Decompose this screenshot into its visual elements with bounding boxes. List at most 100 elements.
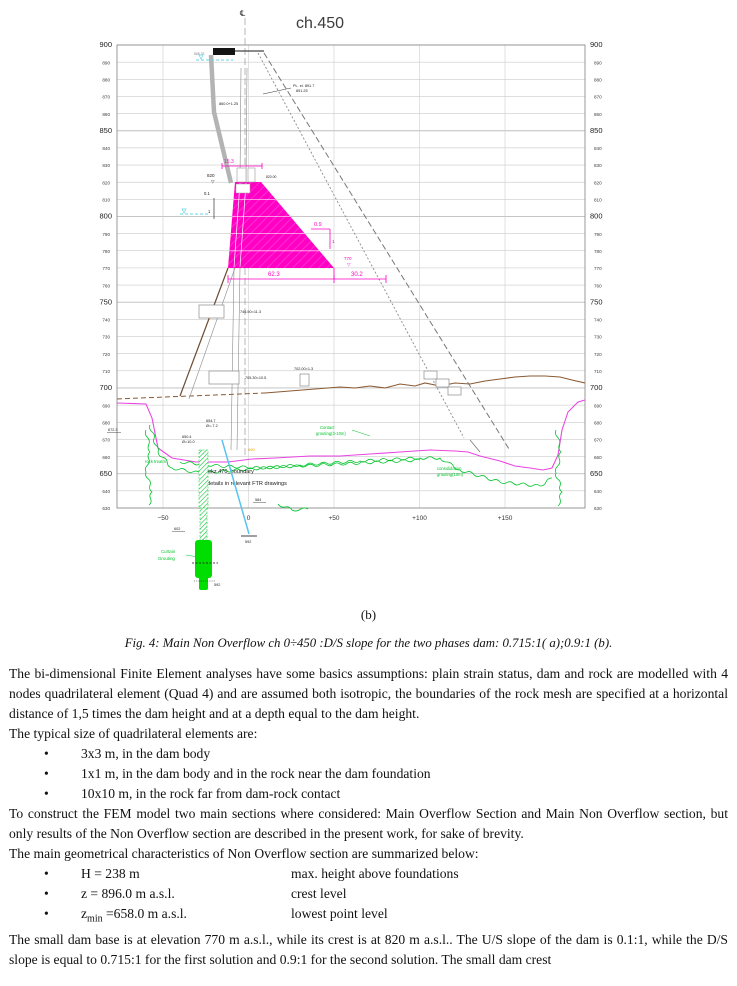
elev-label-right: 900 <box>590 40 603 49</box>
centerline-symbol: ℄ <box>240 9 246 18</box>
plot-border <box>116 44 586 509</box>
crest-level-marker: ▽ <box>211 179 215 184</box>
curtain-grouting-mid <box>199 507 208 541</box>
small-dam-hatch <box>228 182 334 268</box>
base-dim-lines <box>227 268 387 283</box>
svg-text:grouting(10m): grouting(10m) <box>437 472 464 477</box>
elev-label-right: 690 <box>594 403 602 408</box>
elev-label-right: 860 <box>594 112 602 117</box>
elev-label-right: 710 <box>594 369 602 374</box>
elev-label-left: 840 <box>102 146 110 151</box>
water-level-marker <box>198 54 204 60</box>
elev-label-left: 640 <box>102 489 110 494</box>
x-tick-label: +50 <box>328 515 339 522</box>
boundary-note-2: details in relevant FTR drawings <box>207 481 287 487</box>
elev-label-right: 660 <box>594 455 602 460</box>
elev-label-left: 650 <box>99 469 112 478</box>
paragraph-geo-intro: The main geometrical characteristics of … <box>9 846 479 861</box>
water-level-label: 888.25 <box>194 52 204 56</box>
elev-label-left: 700 <box>99 383 112 392</box>
svg-text:Contact: Contact <box>320 425 335 430</box>
svg-text:consolidation: consolidation <box>437 466 462 471</box>
elev-label-left: 800 <box>99 212 112 221</box>
grouting-boundary-lines <box>144 424 563 512</box>
geo-formula: H = 238 m <box>81 866 140 881</box>
elev-label-left: 730 <box>102 335 110 340</box>
figure-sub-label: (b) <box>360 607 377 622</box>
bullet-icon: • <box>44 766 49 781</box>
crest-note-1: PL. el. 891.7 <box>293 84 314 88</box>
ds-extension-label: 30.2 <box>351 272 363 278</box>
contact-label-leader <box>351 429 371 437</box>
base-level-label: 770 <box>344 256 352 261</box>
elev-label-left: 820 <box>102 180 110 185</box>
us-face-band <box>208 54 234 184</box>
elev-label-right: 700 <box>590 383 603 392</box>
geo-desc: crest level <box>291 886 347 901</box>
axis-note: 584 <box>255 498 261 502</box>
ds-slope-end-tick <box>469 439 481 453</box>
grout-boundary <box>144 429 153 506</box>
bullet-icon: • <box>44 886 49 901</box>
rock-pt-1: 654.7 <box>206 419 216 423</box>
curtain-grouting-bulb <box>195 540 212 578</box>
us-slope-label: 0.1 <box>204 191 210 196</box>
elev-label-left: 750 <box>99 297 112 306</box>
chimney-line <box>230 267 235 451</box>
figure-dam-section: 900 900 890 890 880 880 870 870 860 860 850 850 840 8… <box>99 9 603 590</box>
geo-row-crest: • z = 896.0 m a.s.l. crest level <box>9 884 728 904</box>
elevation-grid: 900 900 890 890 880 880 870 870 860 860 850 850 840 8… <box>99 40 602 522</box>
crest-detail-box <box>236 167 247 183</box>
chimney-gap <box>233 182 241 268</box>
elev-label-left: 880 <box>102 77 110 82</box>
geo-row-lowest: • zmin =658.0 m a.s.l. lowest point leve… <box>9 904 728 930</box>
chimney-line <box>245 67 248 183</box>
chimney-line <box>236 267 241 451</box>
x-tick-label: 0 <box>247 515 251 522</box>
elev-label-right: 740 <box>594 318 602 323</box>
chimney-line <box>239 67 242 183</box>
geo-row-height: • H = 238 m max. height above foundation… <box>9 864 728 884</box>
svg-text:grouting(3-10m): grouting(3-10m) <box>316 431 346 436</box>
crest-note-2: 891.25 <box>296 89 308 93</box>
crest-detail-label: 820.00 <box>266 175 276 179</box>
elev-label-right: 750 <box>590 297 603 306</box>
orange-note: 690 <box>248 447 255 452</box>
chimney-gap <box>239 182 247 268</box>
elev-label-right: 870 <box>594 95 602 100</box>
elev-label-left: 850 <box>99 126 112 135</box>
curtain-grouting-tail <box>199 576 208 590</box>
gallery-705-label: 705.30=10.5 <box>245 376 266 380</box>
curtain-grouting-upper <box>198 449 209 509</box>
rock-line <box>116 399 586 471</box>
elev-label-left: 660 <box>102 455 110 460</box>
curtain-top-label: 602 <box>174 527 180 531</box>
top-width-dim <box>221 163 263 169</box>
geo-formula: z = 896.0 m a.s.l. <box>81 886 175 901</box>
elev-label-left: 760 <box>102 283 110 288</box>
water-level-marker-2 <box>181 208 187 214</box>
element-size-item: • 3x3 m, in the dam body <box>9 744 728 764</box>
paragraph-small-dam: The small dam base is at elevation 770 m… <box>9 931 728 967</box>
element-size-item: • 10x10 m, in the rock far from dam-rock … <box>9 784 728 804</box>
elev-label-left: 810 <box>102 198 110 203</box>
element-size-text: 1x1 m, in the dam body and in the rock n… <box>81 766 431 781</box>
bullet-icon: • <box>44 786 49 801</box>
us-note: 860.0+1.25 <box>219 102 238 106</box>
svg-text:Curtain: Curtain <box>161 549 176 554</box>
crest-block <box>213 48 235 55</box>
ds-slope-dashed <box>263 52 510 450</box>
gallery-740 <box>198 304 225 319</box>
elev-label-right: 670 <box>594 438 602 443</box>
base-width-label: 62.3 <box>268 272 280 278</box>
crest-detail-box <box>247 167 256 183</box>
ds-slope-stepped <box>257 52 465 439</box>
geo-formula: zmin =658.0 m a.s.l. <box>81 906 187 925</box>
top-width-label: 15.3 <box>224 159 234 165</box>
grout-boundary <box>179 458 421 470</box>
element-size-text: 3x3 m, in the dam body <box>81 746 211 761</box>
elev-label-right: 820 <box>594 180 602 185</box>
excavation-line <box>179 267 229 397</box>
svg-text:rock treatm.: rock treatm. <box>145 459 167 464</box>
